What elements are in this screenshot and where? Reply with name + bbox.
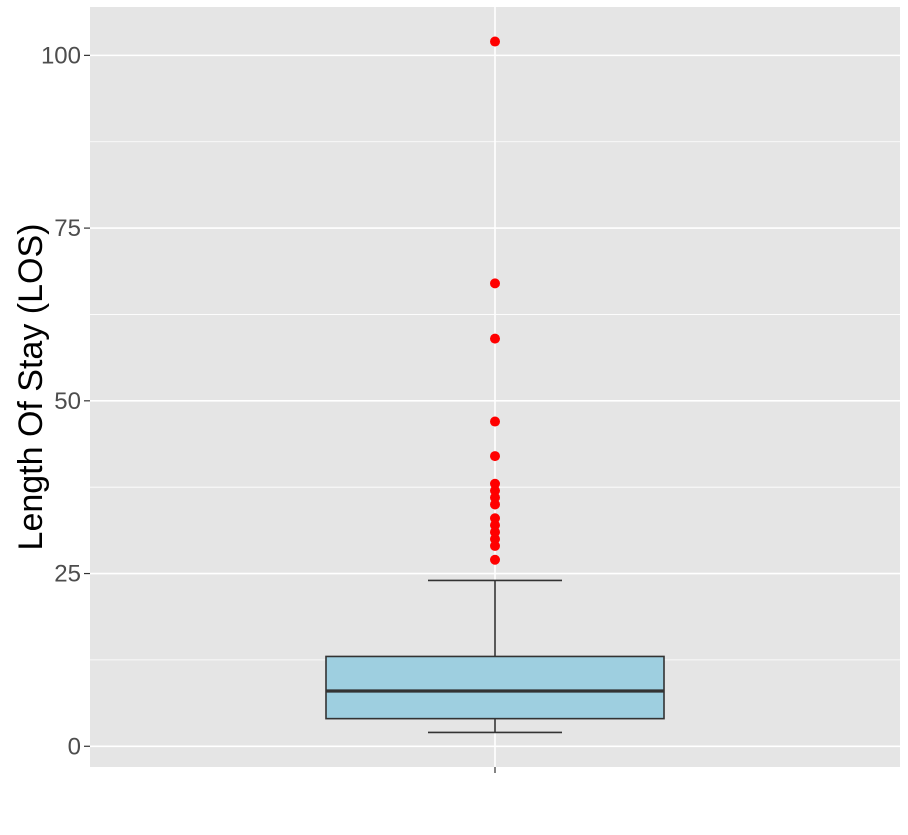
- outlier-point: [490, 534, 500, 544]
- y-tick-label: 0: [68, 733, 81, 760]
- outlier-point: [490, 416, 500, 427]
- interquartile-box: [325, 655, 665, 720]
- outlier-points: [490, 36, 500, 565]
- outlier-point: [490, 333, 500, 344]
- outlier-point: [490, 499, 500, 510]
- y-tick-label: 50: [54, 388, 81, 415]
- outlier-point: [490, 485, 500, 496]
- y-tick-label: 100: [41, 42, 81, 69]
- y-tick-label: 75: [54, 215, 81, 242]
- y-tick-label: 25: [54, 561, 81, 588]
- outlier-point: [490, 527, 500, 538]
- y-axis-ticks: [84, 54, 90, 747]
- outlier-point: [490, 278, 500, 289]
- outlier-point: [490, 492, 500, 503]
- box-plot: [325, 579, 665, 734]
- y-axis-tick-labels: 0 25 50 75 100: [41, 42, 81, 760]
- y-axis-title: Length Of Stay (LOS): [12, 224, 50, 551]
- outlier-point: [490, 520, 500, 531]
- outlier-point: [490, 513, 500, 524]
- outlier-point: [490, 554, 500, 565]
- outlier-point: [490, 451, 500, 462]
- outlier-point: [490, 36, 500, 47]
- outlier-point: [490, 478, 500, 489]
- outlier-point: [490, 540, 500, 551]
